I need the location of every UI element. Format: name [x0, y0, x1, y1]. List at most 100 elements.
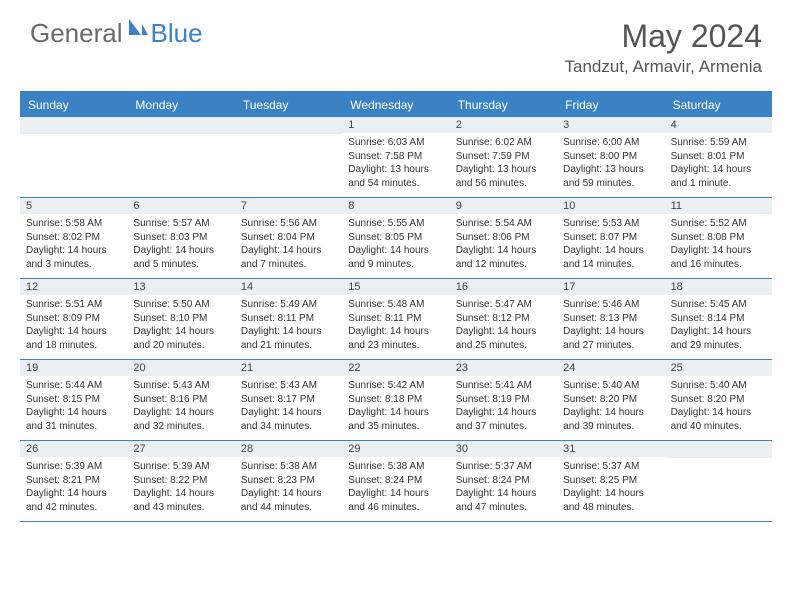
sunrise-text: Sunrise: 5:56 AM	[241, 217, 336, 231]
sunset-text: Sunset: 8:10 PM	[133, 312, 228, 326]
calendar: SundayMondayTuesdayWednesdayThursdayFrid…	[20, 91, 772, 522]
day-cell-15: 15Sunrise: 5:48 AMSunset: 8:11 PMDayligh…	[342, 279, 449, 359]
day-body: Sunrise: 5:54 AMSunset: 8:06 PMDaylight:…	[450, 214, 557, 277]
day-cell-7: 7Sunrise: 5:56 AMSunset: 8:04 PMDaylight…	[235, 198, 342, 278]
day-cell-12: 12Sunrise: 5:51 AMSunset: 8:09 PMDayligh…	[20, 279, 127, 359]
day-number	[127, 117, 234, 134]
sunset-text: Sunset: 8:24 PM	[348, 474, 443, 488]
day-number: 9	[450, 198, 557, 214]
day-body: Sunrise: 5:51 AMSunset: 8:09 PMDaylight:…	[20, 295, 127, 358]
week-row: 19Sunrise: 5:44 AMSunset: 8:15 PMDayligh…	[20, 360, 772, 441]
day-cell-27: 27Sunrise: 5:39 AMSunset: 8:22 PMDayligh…	[127, 441, 234, 521]
day-body	[20, 134, 127, 143]
daylight-text: Daylight: 14 hours and 27 minutes.	[563, 325, 658, 352]
sunset-text: Sunset: 8:24 PM	[456, 474, 551, 488]
day-number	[20, 117, 127, 134]
daylight-text: Daylight: 14 hours and 46 minutes.	[348, 487, 443, 514]
sunset-text: Sunset: 8:20 PM	[563, 393, 658, 407]
day-body: Sunrise: 5:39 AMSunset: 8:22 PMDaylight:…	[127, 457, 234, 520]
sunrise-text: Sunrise: 5:51 AM	[26, 298, 121, 312]
sunrise-text: Sunrise: 5:40 AM	[563, 379, 658, 393]
daylight-text: Daylight: 14 hours and 32 minutes.	[133, 406, 228, 433]
day-body: Sunrise: 6:00 AMSunset: 8:00 PMDaylight:…	[557, 133, 664, 196]
logo: General Blue	[30, 18, 203, 49]
sunrise-text: Sunrise: 5:41 AM	[456, 379, 551, 393]
daylight-text: Daylight: 14 hours and 25 minutes.	[456, 325, 551, 352]
sunrise-text: Sunrise: 5:55 AM	[348, 217, 443, 231]
day-number: 19	[20, 360, 127, 376]
daylight-text: Daylight: 14 hours and 18 minutes.	[26, 325, 121, 352]
day-cell-26: 26Sunrise: 5:39 AMSunset: 8:21 PMDayligh…	[20, 441, 127, 521]
day-number: 3	[557, 117, 664, 133]
sail-icon	[127, 17, 149, 42]
day-body: Sunrise: 5:46 AMSunset: 8:13 PMDaylight:…	[557, 295, 664, 358]
daylight-text: Daylight: 14 hours and 44 minutes.	[241, 487, 336, 514]
sunset-text: Sunset: 8:04 PM	[241, 231, 336, 245]
weekday-wednesday: Wednesday	[342, 93, 449, 117]
day-body: Sunrise: 5:45 AMSunset: 8:14 PMDaylight:…	[665, 295, 772, 358]
daylight-text: Daylight: 14 hours and 48 minutes.	[563, 487, 658, 514]
day-body: Sunrise: 5:47 AMSunset: 8:12 PMDaylight:…	[450, 295, 557, 358]
daylight-text: Daylight: 14 hours and 5 minutes.	[133, 244, 228, 271]
sunrise-text: Sunrise: 5:59 AM	[671, 136, 766, 150]
sunset-text: Sunset: 8:02 PM	[26, 231, 121, 245]
sunset-text: Sunset: 7:58 PM	[348, 150, 443, 164]
daylight-text: Daylight: 14 hours and 40 minutes.	[671, 406, 766, 433]
day-number: 15	[342, 279, 449, 295]
sunset-text: Sunset: 8:03 PM	[133, 231, 228, 245]
sunset-text: Sunset: 8:01 PM	[671, 150, 766, 164]
day-cell-2: 2Sunrise: 6:02 AMSunset: 7:59 PMDaylight…	[450, 117, 557, 197]
daylight-text: Daylight: 14 hours and 34 minutes.	[241, 406, 336, 433]
day-body: Sunrise: 5:50 AMSunset: 8:10 PMDaylight:…	[127, 295, 234, 358]
day-number: 5	[20, 198, 127, 214]
sunset-text: Sunset: 8:09 PM	[26, 312, 121, 326]
day-body: Sunrise: 5:40 AMSunset: 8:20 PMDaylight:…	[665, 376, 772, 439]
day-number: 2	[450, 117, 557, 133]
daylight-text: Daylight: 14 hours and 7 minutes.	[241, 244, 336, 271]
daylight-text: Daylight: 14 hours and 1 minute.	[671, 163, 766, 190]
sunrise-text: Sunrise: 5:43 AM	[241, 379, 336, 393]
day-number: 1	[342, 117, 449, 133]
daylight-text: Daylight: 14 hours and 29 minutes.	[671, 325, 766, 352]
day-cell-1: 1Sunrise: 6:03 AMSunset: 7:58 PMDaylight…	[342, 117, 449, 197]
sunrise-text: Sunrise: 5:43 AM	[133, 379, 228, 393]
month-title: May 2024	[565, 18, 762, 55]
daylight-text: Daylight: 14 hours and 35 minutes.	[348, 406, 443, 433]
day-cell-22: 22Sunrise: 5:42 AMSunset: 8:18 PMDayligh…	[342, 360, 449, 440]
day-cell-19: 19Sunrise: 5:44 AMSunset: 8:15 PMDayligh…	[20, 360, 127, 440]
weekday-saturday: Saturday	[665, 93, 772, 117]
sunrise-text: Sunrise: 5:42 AM	[348, 379, 443, 393]
sunrise-text: Sunrise: 6:03 AM	[348, 136, 443, 150]
day-cell-28: 28Sunrise: 5:38 AMSunset: 8:23 PMDayligh…	[235, 441, 342, 521]
header: General Blue May 2024 Tandzut, Armavir, …	[0, 0, 792, 83]
day-body: Sunrise: 5:38 AMSunset: 8:24 PMDaylight:…	[342, 457, 449, 520]
day-cell-29: 29Sunrise: 5:38 AMSunset: 8:24 PMDayligh…	[342, 441, 449, 521]
day-number: 28	[235, 441, 342, 457]
logo-text-general: General	[30, 18, 123, 49]
sunrise-text: Sunrise: 5:38 AM	[348, 460, 443, 474]
location-text: Tandzut, Armavir, Armenia	[565, 57, 762, 77]
day-number: 17	[557, 279, 664, 295]
day-number: 22	[342, 360, 449, 376]
sunset-text: Sunset: 8:20 PM	[671, 393, 766, 407]
day-body	[235, 134, 342, 143]
day-body: Sunrise: 5:39 AMSunset: 8:21 PMDaylight:…	[20, 457, 127, 520]
day-number: 27	[127, 441, 234, 457]
sunrise-text: Sunrise: 5:50 AM	[133, 298, 228, 312]
day-body: Sunrise: 5:49 AMSunset: 8:11 PMDaylight:…	[235, 295, 342, 358]
day-cell-6: 6Sunrise: 5:57 AMSunset: 8:03 PMDaylight…	[127, 198, 234, 278]
sunrise-text: Sunrise: 5:39 AM	[133, 460, 228, 474]
daylight-text: Daylight: 14 hours and 3 minutes.	[26, 244, 121, 271]
day-number: 13	[127, 279, 234, 295]
sunrise-text: Sunrise: 6:02 AM	[456, 136, 551, 150]
daylight-text: Daylight: 14 hours and 21 minutes.	[241, 325, 336, 352]
sunset-text: Sunset: 8:00 PM	[563, 150, 658, 164]
daylight-text: Daylight: 14 hours and 9 minutes.	[348, 244, 443, 271]
day-cell-empty	[20, 117, 127, 197]
day-cell-14: 14Sunrise: 5:49 AMSunset: 8:11 PMDayligh…	[235, 279, 342, 359]
daylight-text: Daylight: 14 hours and 31 minutes.	[26, 406, 121, 433]
sunrise-text: Sunrise: 5:47 AM	[456, 298, 551, 312]
sunrise-text: Sunrise: 5:37 AM	[563, 460, 658, 474]
day-cell-3: 3Sunrise: 6:00 AMSunset: 8:00 PMDaylight…	[557, 117, 664, 197]
day-cell-24: 24Sunrise: 5:40 AMSunset: 8:20 PMDayligh…	[557, 360, 664, 440]
